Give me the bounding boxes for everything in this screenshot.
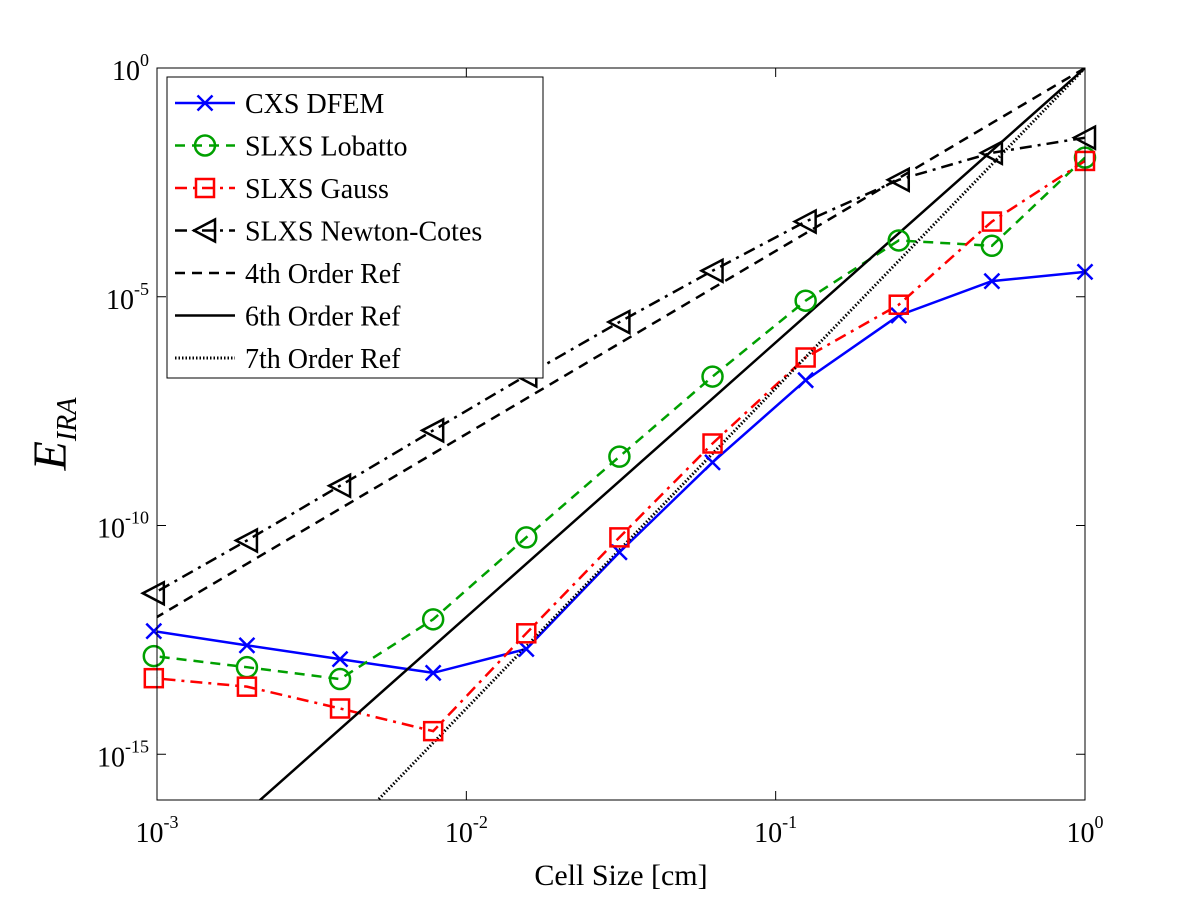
- marker: [142, 644, 166, 668]
- y-tick-label: 100: [112, 50, 149, 87]
- series-line: [157, 159, 1085, 733]
- legend-label: SLXS Lobatto: [245, 132, 408, 163]
- marker: [421, 608, 445, 631]
- marker: [516, 623, 537, 644]
- y-tick-label: 10-15: [97, 736, 149, 773]
- x-tick-label: 10-2: [445, 812, 488, 849]
- series-line: [157, 68, 1085, 619]
- marker: [329, 698, 351, 719]
- marker: [980, 234, 1004, 258]
- y-axis-label: EIRA: [24, 397, 83, 472]
- series-line: [157, 136, 1085, 593]
- marker: [194, 177, 216, 199]
- marker: [196, 94, 214, 112]
- marker: [233, 527, 259, 554]
- legend-label: 7th Order Ref: [245, 344, 401, 375]
- x-tick-label: 10-3: [136, 812, 179, 849]
- marker: [794, 289, 817, 312]
- legend-box: [166, 76, 544, 379]
- marker: [609, 527, 630, 548]
- marker: [702, 433, 723, 454]
- y-tick-label: 10-5: [106, 279, 149, 316]
- marker: [424, 664, 442, 682]
- marker: [143, 667, 165, 689]
- marker: [888, 294, 910, 315]
- marker: [605, 308, 631, 336]
- marker: [698, 257, 724, 284]
- marker: [331, 650, 349, 668]
- marker: [419, 417, 445, 444]
- x-tick-label: 10-1: [754, 812, 797, 849]
- marker: [978, 139, 1004, 166]
- series-line: [157, 156, 1085, 681]
- y-tick-label: 10-10: [97, 508, 149, 545]
- marker: [326, 472, 352, 499]
- marker: [193, 134, 217, 157]
- marker: [704, 453, 721, 471]
- marker: [791, 208, 817, 235]
- axes-frame: [156, 67, 1086, 801]
- legend-label: 6th Order Ref: [245, 302, 401, 333]
- legend-label: SLXS Newton-Cotes: [245, 217, 482, 248]
- x-tick-label: 100: [1067, 812, 1104, 849]
- marker: [797, 371, 815, 389]
- marker: [422, 720, 444, 742]
- marker: [608, 445, 631, 468]
- series-line: [258, 68, 1085, 800]
- marker: [887, 229, 911, 252]
- marker: [238, 636, 256, 654]
- marker: [983, 272, 1001, 290]
- legend-label: SLXS Gauss: [245, 174, 389, 205]
- marker: [885, 166, 911, 193]
- legend-label: 4th Order Ref: [245, 259, 401, 290]
- marker: [795, 347, 816, 368]
- marker: [701, 365, 724, 388]
- marker: [328, 667, 352, 691]
- marker: [515, 526, 538, 549]
- legend-label: CXS DFEM: [245, 89, 384, 120]
- marker: [981, 211, 1003, 232]
- marker: [145, 622, 163, 640]
- marker: [517, 640, 535, 658]
- x-axis-label: Cell Size [cm]: [534, 859, 707, 892]
- marker: [191, 217, 217, 244]
- marker: [140, 580, 166, 607]
- marker: [236, 676, 258, 697]
- marker: [890, 307, 908, 324]
